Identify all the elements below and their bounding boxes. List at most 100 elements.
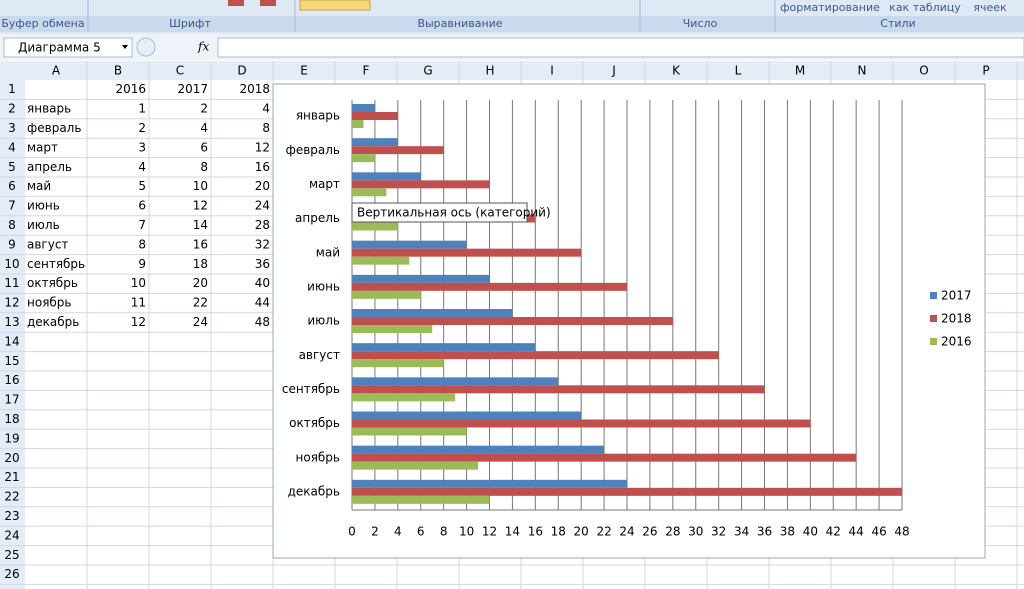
row-header[interactable]: 15 [4,354,19,368]
cell[interactable]: 14 [193,218,208,232]
cancel-button[interactable] [136,37,156,57]
ribbon-button-label[interactable]: ячеек [973,1,1007,14]
cell[interactable]: 32 [255,237,270,251]
cell[interactable]: сентябрь [27,257,85,271]
row-header[interactable]: 21 [4,470,19,484]
column-header[interactable]: L [735,64,742,78]
cell[interactable]: 40 [255,276,270,290]
cell[interactable]: декабрь [27,315,79,329]
row-header[interactable]: 7 [8,199,16,213]
cell[interactable]: 12 [255,140,270,154]
font-color[interactable] [260,0,276,6]
cell[interactable]: 7 [138,218,146,232]
row-header[interactable]: 14 [4,334,19,348]
column-header[interactable]: I [550,64,554,78]
cell[interactable]: 16 [255,160,270,174]
row-header[interactable]: 24 [4,528,19,542]
cell[interactable]: 20 [255,179,270,193]
row-header[interactable]: 4 [8,140,16,154]
column-header[interactable]: F [363,64,370,78]
row-header[interactable]: 25 [4,548,19,562]
cell[interactable]: октябрь [27,276,78,290]
column-header[interactable]: E [300,64,308,78]
cell[interactable]: 22 [193,296,208,310]
cell[interactable]: 2 [200,102,208,116]
cell[interactable]: 3 [138,140,146,154]
column-header[interactable]: H [485,64,494,78]
fill-color[interactable] [228,0,244,6]
row-header[interactable]: 9 [8,237,16,251]
cell[interactable]: 1 [138,102,146,116]
cell[interactable]: 5 [138,179,146,193]
column-header[interactable]: M [795,64,805,78]
row-header[interactable]: 22 [4,490,19,504]
cell[interactable]: 36 [255,257,270,271]
row-header[interactable]: 1 [8,82,16,96]
cell[interactable]: ноябрь [27,296,72,310]
row-header[interactable]: 18 [4,412,19,426]
cell[interactable]: 44 [255,296,270,310]
ribbon-button-label[interactable]: как таблицу [889,1,961,14]
name-box[interactable] [3,37,133,58]
row-header[interactable]: 6 [8,179,16,193]
cell[interactable]: 4 [200,121,208,135]
cell[interactable]: 4 [262,102,270,116]
column-header[interactable]: O [919,64,928,78]
cell[interactable]: 16 [193,237,208,251]
cell[interactable]: 8 [200,160,208,174]
cell[interactable]: май [27,179,51,193]
column-header[interactable]: G [423,64,432,78]
row-header[interactable]: 12 [4,296,19,310]
row-header[interactable]: 8 [8,218,16,232]
cell[interactable]: 24 [193,315,208,329]
cell[interactable]: февраль [27,121,81,135]
row-header[interactable]: 2 [8,102,16,116]
cell[interactable]: 10 [131,276,146,290]
column-header[interactable]: N [858,64,867,78]
cell[interactable]: 28 [255,218,270,232]
row-header[interactable]: 20 [4,451,19,465]
cell[interactable]: 4 [138,160,146,174]
cell[interactable]: 11 [131,296,146,310]
align-buttons[interactable] [299,0,371,11]
cell[interactable]: 2016 [115,82,146,96]
row-header[interactable]: 19 [4,431,19,445]
cell[interactable]: 12 [131,315,146,329]
ribbon-button-label[interactable]: форматирование [780,1,880,14]
cell[interactable]: 2 [138,121,146,135]
cell[interactable]: январь [27,102,71,116]
fx-button[interactable]: fx [197,40,209,54]
cell[interactable]: 8 [138,237,146,251]
cell[interactable]: август [27,237,68,251]
cell[interactable]: 6 [200,140,208,154]
cell[interactable]: июнь [27,199,60,213]
cell[interactable]: 2018 [239,82,270,96]
column-header[interactable]: J [611,64,616,78]
formula-input[interactable] [217,37,1024,58]
column-header[interactable]: P [982,64,989,78]
cell[interactable]: июль [27,218,60,232]
row-header[interactable]: 23 [4,509,19,523]
row-header[interactable]: 5 [8,160,16,174]
column-header[interactable]: C [176,64,184,78]
cell[interactable]: 6 [138,199,146,213]
row-header[interactable]: 16 [4,373,19,387]
column-header[interactable]: B [114,64,122,78]
cell[interactable]: март [27,140,58,154]
row-header[interactable]: 13 [4,315,19,329]
cell[interactable]: 2017 [177,82,208,96]
row-header[interactable]: 17 [4,393,19,407]
dropdown-arrow[interactable] [122,45,128,49]
row-header[interactable]: 10 [4,257,19,271]
column-header[interactable]: K [672,64,681,78]
cell[interactable]: 9 [138,257,146,271]
row-header[interactable]: 26 [4,567,19,581]
cell[interactable]: 20 [193,276,208,290]
row-header[interactable]: 3 [8,121,16,135]
cell[interactable]: 10 [193,179,208,193]
cell[interactable]: 48 [255,315,270,329]
cell[interactable]: 18 [193,257,208,271]
cell[interactable]: 12 [193,199,208,213]
cell[interactable]: 8 [262,121,270,135]
row-header[interactable]: 11 [4,276,19,290]
